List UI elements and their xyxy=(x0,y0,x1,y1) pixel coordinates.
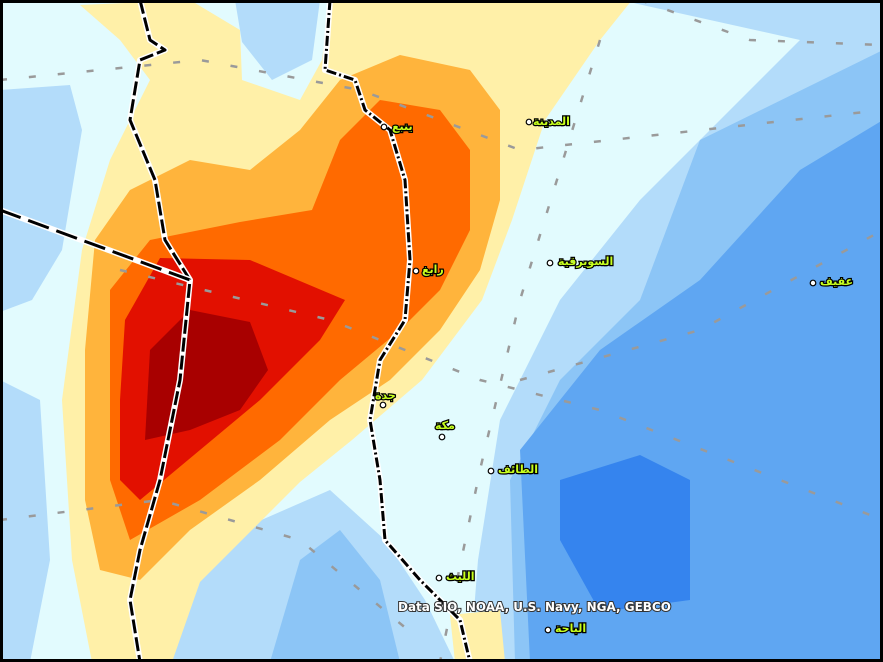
city-marker xyxy=(380,123,388,131)
city-marker xyxy=(412,267,420,275)
road xyxy=(0,498,421,641)
coastline xyxy=(323,0,472,662)
field-deep-blue xyxy=(560,455,690,612)
city-label: السويرقية xyxy=(558,255,613,268)
city-marker xyxy=(809,279,817,287)
city-label: جدة xyxy=(375,389,396,402)
city-marker xyxy=(546,259,554,267)
road xyxy=(119,268,883,522)
city-label: ينبع xyxy=(392,120,413,133)
border-line xyxy=(0,208,191,282)
border-line xyxy=(128,0,192,662)
city-marker xyxy=(435,574,443,582)
city-label: المدينة xyxy=(533,115,570,128)
city-label: الطائف xyxy=(498,463,538,476)
city-label: مكة xyxy=(435,419,455,432)
city-marker xyxy=(438,433,446,441)
field-light-blue xyxy=(235,0,320,80)
city-marker xyxy=(487,467,495,475)
field-light-blue xyxy=(0,85,82,312)
borders xyxy=(0,0,473,662)
field-mid-blue xyxy=(270,530,400,662)
road xyxy=(438,39,602,662)
city-marker xyxy=(379,401,387,409)
cities: ينبع المدينة رابغ السويرقية عفيف جدة مكة الطائف… xyxy=(374,114,855,637)
road xyxy=(639,0,883,47)
attribution: Data SIO, NOAA, U.S. Navy, NGA, GEBCO xyxy=(398,600,671,614)
city-label: عفيف xyxy=(820,275,853,288)
city-label: الليث xyxy=(446,570,475,583)
city-marker xyxy=(544,626,552,634)
road xyxy=(519,228,883,382)
city-label: الباحة xyxy=(555,622,586,635)
field-light-blue xyxy=(0,380,50,662)
city-label: رابغ xyxy=(422,263,444,276)
city-marker xyxy=(525,118,533,126)
